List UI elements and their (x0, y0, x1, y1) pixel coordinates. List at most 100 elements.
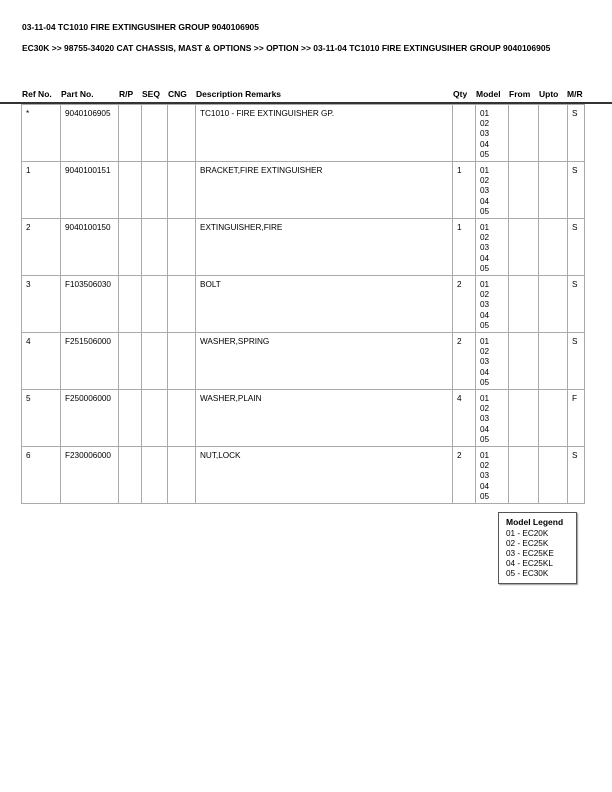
model-code: 05 (480, 149, 490, 159)
model-legend: Model Legend 01 - EC20K 02 - EC25K 03 - EC… (498, 512, 577, 584)
cell-desc: NUT,LOCK (195, 446, 453, 504)
cell-seq (141, 446, 168, 504)
cell-seq (141, 275, 168, 333)
legend-item: 05 - EC30K (506, 569, 549, 578)
cell-mr: S (567, 161, 585, 219)
table-row: 4 F251506000 WASHER,SPRING 2 01 02 03 04 05 S (21, 332, 585, 390)
column-header: Part No. (61, 89, 94, 99)
model-code: 02 (480, 461, 490, 471)
cell-upto (538, 161, 568, 219)
cell-cng (167, 161, 196, 219)
cell-qty: 1 (452, 161, 476, 219)
cell-rp (118, 104, 142, 162)
cell-mr: F (567, 389, 585, 447)
model-code: 03 (480, 471, 490, 481)
cell-qty: 2 (452, 275, 476, 333)
cell-models: 01 02 03 04 05 (475, 332, 509, 390)
cell-from (508, 218, 539, 276)
model-code: 03 (480, 129, 490, 139)
column-header: Qty (453, 89, 468, 99)
model-code: 03 (480, 243, 490, 253)
cell-models: 01 02 03 04 05 (475, 446, 509, 504)
cell-models: 01 02 03 04 05 (475, 161, 509, 219)
cell-part: 9040100151 (60, 161, 119, 219)
legend-item: 01 - EC20K (506, 529, 549, 538)
cell-part: 9040106905 (60, 104, 119, 162)
cell-ref: 4 (21, 332, 61, 390)
cell-rp (118, 446, 142, 504)
model-code: 03 (480, 300, 490, 310)
cell-cng (167, 389, 196, 447)
cell-seq (141, 161, 168, 219)
cell-part: F251506000 (60, 332, 119, 390)
model-code: 05 (480, 434, 490, 444)
column-header: Ref No. (22, 89, 52, 99)
cell-part: 9040100150 (60, 218, 119, 276)
table-row: * 9040106905 TC1010 - FIRE EXTINGUISHER GP… (21, 104, 585, 162)
cell-cng (167, 446, 196, 504)
cell-ref: 5 (21, 389, 61, 447)
cell-cng (167, 332, 196, 390)
cell-upto (538, 332, 568, 390)
model-code: 02 (480, 119, 490, 129)
cell-mr: S (567, 332, 585, 390)
model-code: 04 (480, 253, 490, 263)
cell-desc: WASHER,SPRING (195, 332, 453, 390)
model-code: 04 (480, 424, 490, 434)
cell-seq (141, 218, 168, 276)
model-code: 01 (480, 166, 490, 175)
table-row: 1 9040100151 BRACKET,FIRE EXTINGUISHER 1 01 0… (21, 161, 585, 219)
column-header: SEQ (142, 89, 160, 99)
cell-ref: 2 (21, 218, 61, 276)
model-code: 05 (480, 377, 490, 387)
model-code: 05 (480, 206, 490, 216)
legend-item: 03 - EC25KE (506, 549, 554, 558)
model-code: 02 (480, 290, 490, 300)
column-header: CNG (168, 89, 187, 99)
cell-from (508, 332, 539, 390)
legend-title: Model Legend (506, 517, 564, 527)
cell-from (508, 161, 539, 219)
column-header: From (509, 89, 531, 99)
cell-desc: BOLT (195, 275, 453, 333)
column-header: Model (476, 89, 501, 99)
model-code: 01 (480, 451, 490, 460)
model-code: 04 (480, 481, 490, 491)
cell-models: 01 02 03 04 05 (475, 275, 509, 333)
cell-rp (118, 275, 142, 333)
model-code: 04 (480, 310, 490, 320)
cell-models: 01 02 03 04 05 (475, 218, 509, 276)
cell-rp (118, 161, 142, 219)
model-code: 02 (480, 404, 490, 414)
cell-desc: EXTINGUISHER,FIRE (195, 218, 453, 276)
cell-part: F230006000 (60, 446, 119, 504)
model-code: 03 (480, 414, 490, 424)
model-code: 05 (480, 491, 490, 501)
model-code: 03 (480, 186, 490, 196)
table-row: 5 F250006000 WASHER,PLAIN 4 01 02 03 04 05 F (21, 389, 585, 447)
model-code: 04 (480, 196, 490, 206)
cell-mr: S (567, 275, 585, 333)
cell-ref: 1 (21, 161, 61, 219)
cell-from (508, 389, 539, 447)
model-code: 02 (480, 176, 490, 186)
cell-upto (538, 275, 568, 333)
parts-table: * 9040106905 TC1010 - FIRE EXTINGUISHER GP… (21, 104, 585, 504)
column-header: R/P (119, 89, 134, 99)
model-code: 01 (480, 223, 490, 232)
cell-qty: 4 (452, 389, 476, 447)
cell-part: F250006000 (60, 389, 119, 447)
cell-seq (141, 389, 168, 447)
cell-upto (538, 218, 568, 276)
model-code: 03 (480, 357, 490, 367)
model-code: 01 (480, 109, 490, 118)
cell-mr: S (567, 104, 585, 162)
cell-from (508, 446, 539, 504)
cell-desc: TC1010 - FIRE EXTINGUISHER GP. (195, 104, 453, 162)
breadcrumb: EC30K >> 98755-34020 CAT CHASSIS, MAST &… (22, 43, 551, 53)
cell-models: 01 02 03 04 05 (475, 104, 509, 162)
model-code: 01 (480, 280, 490, 289)
model-code: 04 (480, 367, 490, 377)
cell-mr: S (567, 446, 585, 504)
